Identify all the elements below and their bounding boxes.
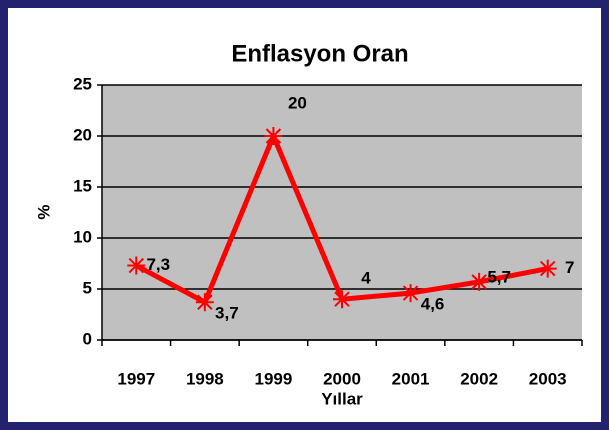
y-tick-label: 5 xyxy=(83,278,92,297)
marker xyxy=(195,293,214,312)
x-tick-label: 2003 xyxy=(529,369,567,388)
value-label: 5,7 xyxy=(487,267,511,286)
value-label: 7,3 xyxy=(146,255,170,274)
marker xyxy=(470,272,489,291)
x-tick-label: 2000 xyxy=(323,369,361,388)
marker xyxy=(401,284,420,303)
marker xyxy=(264,127,283,145)
marker xyxy=(538,259,557,278)
y-tick-label: 15 xyxy=(73,176,92,195)
value-label: 4 xyxy=(361,269,371,288)
y-tick-label: 10 xyxy=(73,227,92,246)
marker xyxy=(127,256,146,275)
x-tick-label: 2001 xyxy=(392,369,430,388)
value-label: 3,7 xyxy=(215,304,239,323)
y-axis-label: % xyxy=(34,204,53,219)
x-tick-label: 1999 xyxy=(255,369,293,388)
chart-title: Enflasyon Oran xyxy=(231,40,408,67)
x-tick-label: 1998 xyxy=(186,369,224,388)
value-label: 20 xyxy=(288,93,307,112)
y-tick-label: 20 xyxy=(73,125,92,144)
y-tick-label: 25 xyxy=(73,74,92,93)
y-tick-label: 0 xyxy=(83,329,92,348)
x-tick-label: 1997 xyxy=(117,369,155,388)
marker xyxy=(333,290,351,309)
value-label: 4,6 xyxy=(421,295,445,314)
value-label: 7 xyxy=(565,258,574,277)
x-tick-label: 2002 xyxy=(460,369,498,388)
x-axis-label: Yıllar xyxy=(321,389,363,408)
